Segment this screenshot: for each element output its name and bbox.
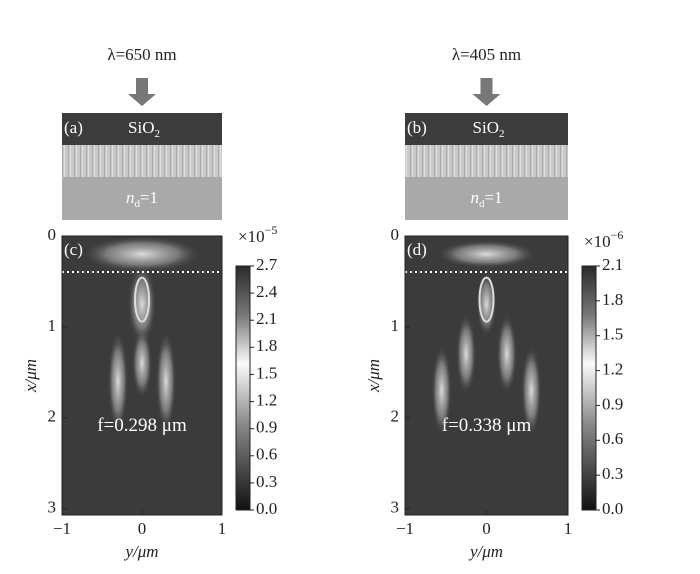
y-tick-label: 1	[391, 316, 400, 335]
y-tick-label: 3	[48, 498, 57, 517]
x-tick-label: 0	[482, 519, 491, 538]
annotation: f=0.338 μm	[442, 415, 532, 436]
field-lobe	[431, 345, 452, 436]
colorbar-tick-label: 2.1	[602, 255, 623, 274]
colorbar-tick-label: 0.3	[602, 464, 623, 483]
field-tag: (d)	[407, 240, 427, 259]
cover-label: SiO2	[473, 118, 505, 140]
substrate-label: nd=1	[126, 188, 158, 210]
text-part: −6	[611, 228, 624, 242]
cover-layer	[62, 113, 222, 145]
field-lobe	[496, 314, 517, 395]
text-part: −5	[265, 223, 278, 237]
y-tick-label: 3	[391, 498, 400, 517]
arrow	[128, 78, 156, 106]
text-part: =1	[484, 188, 502, 207]
text-part: SiO	[128, 118, 154, 137]
colorbar-scale: ×10−6	[584, 228, 623, 251]
substrate-label: nd=1	[470, 188, 502, 210]
y-tick-label: 2	[391, 407, 400, 426]
y-axis-label: x/μm	[21, 359, 40, 393]
cover-label: SiO2	[128, 118, 160, 140]
colorbar-tick-label: 0.6	[256, 445, 277, 464]
field-tag: (c)	[64, 240, 83, 259]
x-axis-label: y/μm	[468, 542, 503, 561]
field-lobe	[132, 328, 152, 399]
x-axis-label: y/μm	[123, 542, 158, 561]
text-part: n	[126, 188, 135, 207]
colorbar-tick-label: 1.2	[602, 359, 623, 378]
wavelength-label: λ=405 nm	[452, 45, 521, 64]
colorbar-tick-label: 2.1	[256, 309, 277, 328]
y-tick-label: 2	[48, 407, 57, 426]
y-tick-label: 0	[48, 225, 57, 244]
grating-layer	[62, 145, 222, 177]
structure-tag: (b)	[407, 118, 427, 137]
colorbar-tick-label: 0.9	[602, 394, 623, 413]
field-lobe	[128, 264, 156, 345]
field-lobe	[108, 331, 128, 432]
text-part: 2	[499, 128, 505, 140]
substrate-layer	[62, 177, 222, 220]
field-lobe	[521, 345, 542, 436]
focus-ring	[478, 276, 495, 323]
colorbar-tick-label: 1.2	[256, 390, 277, 409]
field-lobe	[82, 236, 202, 273]
y-tick-label: 0	[391, 225, 400, 244]
focus-ring	[134, 276, 150, 323]
y-axis-label: x/μm	[364, 359, 383, 393]
colorbar	[235, 265, 251, 511]
colorbar-tick-label: 0.3	[256, 472, 277, 491]
text-part: d	[134, 198, 140, 210]
colorbar-tick-label: 1.8	[602, 290, 623, 309]
y-tick-label: 1	[48, 316, 57, 335]
text-part: =1	[140, 188, 158, 207]
x-tick-label: 1	[218, 519, 227, 538]
field-lobe	[456, 314, 477, 395]
x-tick-label: −1	[396, 519, 414, 538]
x-tick-label: 0	[138, 519, 147, 538]
colorbar-tick-label: 0.6	[602, 429, 623, 448]
text-part: SiO	[473, 118, 499, 137]
annotation: f=0.298 μm	[97, 415, 187, 436]
x-tick-label: 1	[564, 519, 573, 538]
colorbar-tick-label: 1.5	[602, 325, 623, 344]
colorbar-tick-label: 0.0	[256, 499, 277, 518]
text-part: ×10	[584, 232, 611, 251]
wavelength-label: λ=650 nm	[107, 45, 176, 64]
colorbar-tick-label: 1.5	[256, 363, 277, 382]
structure-tag: (a)	[64, 118, 83, 137]
colorbar-tick-label: 2.4	[256, 282, 278, 301]
colorbar-tick-label: 1.8	[256, 336, 277, 355]
grating-layer	[405, 145, 568, 177]
field-lobe	[156, 331, 176, 432]
cover-layer	[405, 113, 568, 145]
colorbar-scale: ×10−5	[238, 223, 277, 246]
arrow	[472, 78, 501, 106]
colorbar	[581, 265, 597, 511]
text-part: ×10	[238, 227, 265, 246]
x-tick-label: −1	[53, 519, 71, 538]
colorbar-tick-label: 2.7	[256, 255, 278, 274]
substrate-layer	[405, 177, 568, 220]
text-part: 2	[154, 128, 160, 140]
field-lobe	[436, 240, 537, 269]
colorbar-tick-label: 0.9	[256, 418, 277, 437]
colorbar-tick-label: 0.0	[602, 499, 623, 518]
text-part: n	[470, 188, 479, 207]
text-part: d	[479, 198, 485, 210]
